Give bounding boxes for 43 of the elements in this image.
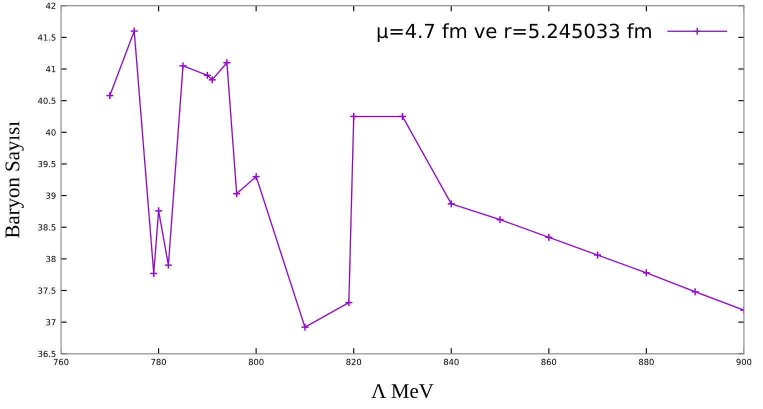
y-tick-label: 38 <box>46 256 56 262</box>
point <box>398 112 407 121</box>
x-tick-label: 820 <box>346 358 362 366</box>
point <box>496 215 504 224</box>
point <box>593 250 602 260</box>
x-tick-label: 900 <box>736 358 752 366</box>
legend-label: μ=4.7 fm ve r=5.245033 fm <box>378 23 651 42</box>
y-tick-label: 38.5 <box>38 224 56 231</box>
y-tick-label: 36.5 <box>38 350 56 358</box>
y-tick-label: 37.5 <box>38 287 56 294</box>
y-tick-label: 41 <box>46 66 56 72</box>
x-tick-label: 880 <box>638 358 654 366</box>
point <box>222 58 232 67</box>
x-tick-label: 760 <box>54 358 68 366</box>
point <box>232 190 241 198</box>
point <box>252 172 260 181</box>
point <box>544 233 553 242</box>
y-tick-label: 40 <box>46 129 56 136</box>
point <box>178 62 188 70</box>
point <box>208 76 216 84</box>
point <box>106 91 114 100</box>
x-tick-label: 840 <box>444 358 459 366</box>
point <box>300 323 310 332</box>
y-tick-label: 37 <box>46 319 56 326</box>
point <box>130 26 138 36</box>
point <box>350 112 358 121</box>
point <box>164 261 173 270</box>
y-tick-label: 41.5 <box>38 34 56 41</box>
x-axis-title: Λ MeV <box>371 384 434 398</box>
point <box>203 71 212 80</box>
y-tick-label: 39.5 <box>38 160 56 168</box>
y-tick-label: 39 <box>46 192 56 199</box>
point <box>447 200 456 208</box>
point <box>690 288 700 296</box>
x-tick-label: 780 <box>151 358 166 366</box>
point <box>344 298 353 307</box>
y-axis-title: Baryon Sayısı <box>5 121 24 238</box>
y-tick-label: 40.5 <box>38 98 56 104</box>
point <box>642 268 651 277</box>
point <box>154 206 163 215</box>
y-tick-label: 42 <box>46 2 56 9</box>
x-tick-label: 860 <box>541 358 556 366</box>
x-tick-label: 800 <box>248 358 264 366</box>
